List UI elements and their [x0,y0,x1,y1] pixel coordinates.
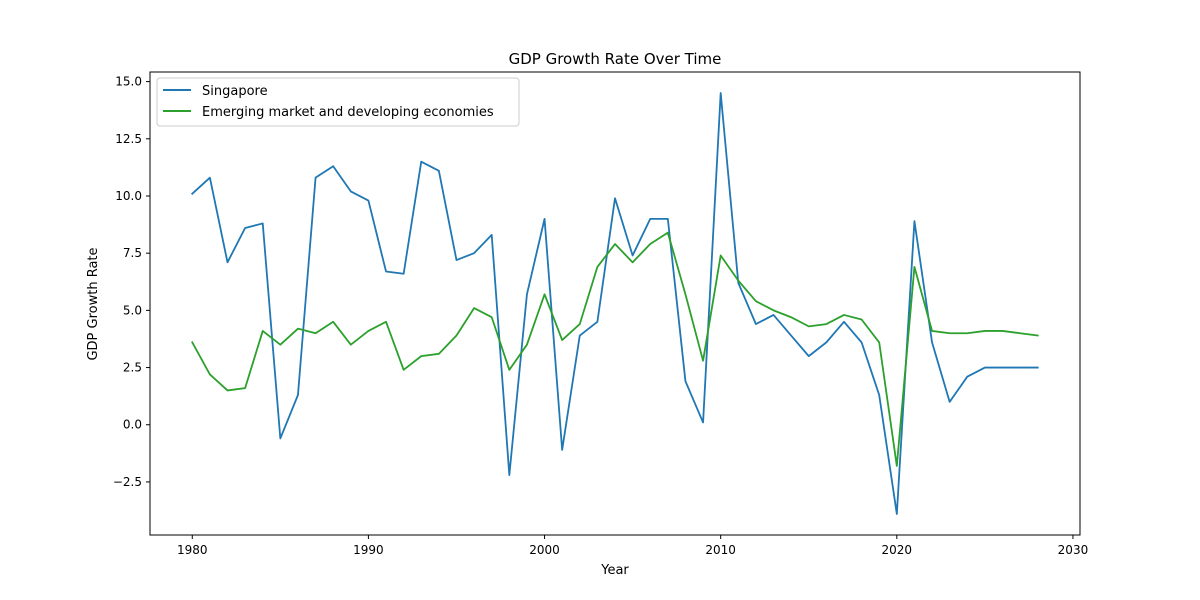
y-tick-label: 10.0 [115,189,142,203]
y-axis: −2.5 0.0 2.5 5.0 7.5 10.0 12.5 15.0 [113,75,150,489]
legend: Singapore Emerging market and developing… [156,77,520,127]
x-tick-label: 2000 [529,543,560,557]
series-line-0 [190,92,1039,515]
y-tick-label: 12.5 [115,132,142,146]
plot-frame [149,71,1081,536]
legend-label-emerging-markets: Emerging market and developing economies [202,105,494,120]
y-axis-label: GDP Growth Rate [86,247,101,360]
x-tick-label: 1990 [353,543,384,557]
y-tick-label: 5.0 [123,303,142,317]
series-layer [190,92,1039,515]
legend-box [156,77,520,127]
y-tick-label: 15.0 [115,75,142,89]
x-tick-label: 2030 [1058,543,1089,557]
y-tick-label: −2.5 [113,475,142,489]
y-tick-label: 7.5 [123,246,142,260]
y-tick-label: 0.0 [123,418,142,432]
x-tick-label: 2010 [705,543,736,557]
x-axis: 1980 1990 2000 2010 2020 2030 [177,535,1088,557]
x-tick-label: 1980 [177,543,208,557]
series-line-1 [191,231,1039,467]
x-tick-label: 2020 [882,543,913,557]
y-tick-label: 2.5 [123,361,142,375]
chart-title: GDP Growth Rate Over Time [509,50,722,68]
x-axis-label: Year [600,563,629,578]
legend-label-singapore: Singapore [202,84,268,99]
